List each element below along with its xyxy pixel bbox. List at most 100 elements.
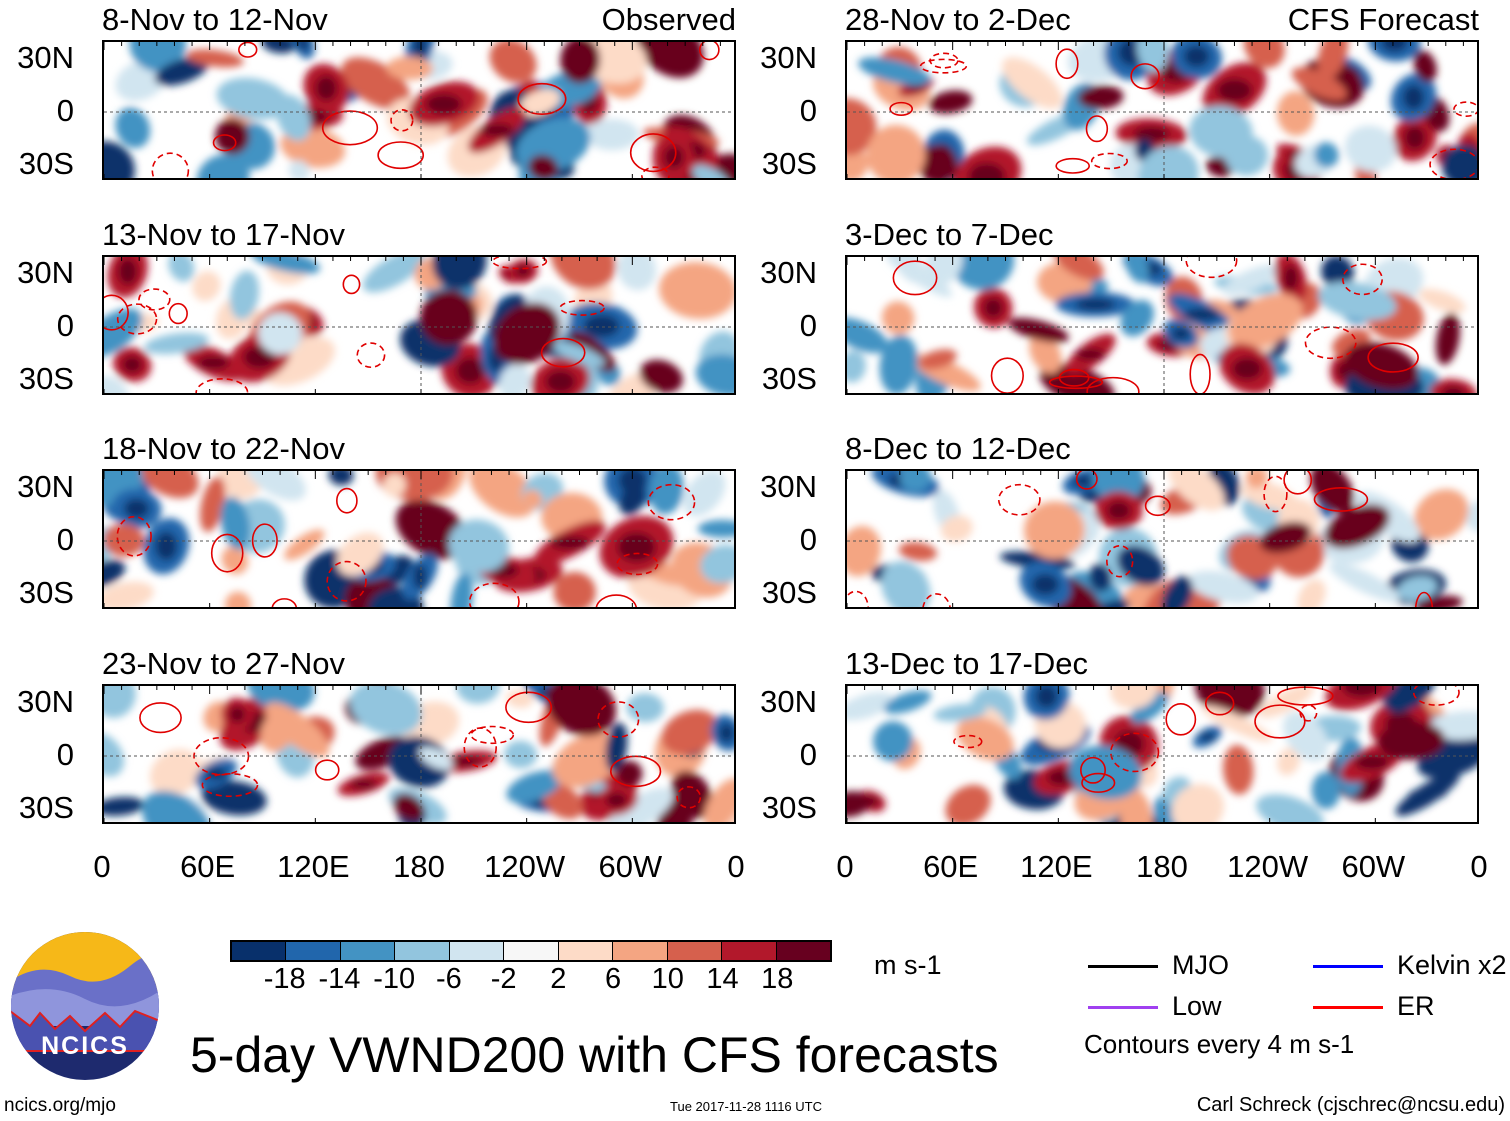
er-contour bbox=[1453, 101, 1477, 117]
map-panel bbox=[102, 684, 736, 824]
anomaly-core bbox=[719, 723, 734, 743]
anomaly-shading bbox=[362, 257, 426, 293]
anomaly-shading bbox=[506, 770, 562, 804]
anomaly-shading bbox=[1092, 471, 1145, 504]
legend-label: Low bbox=[1172, 991, 1222, 1021]
anomaly-core bbox=[1022, 325, 1055, 336]
anomaly-core bbox=[1395, 686, 1424, 700]
legend-label: MJO bbox=[1172, 950, 1229, 980]
anomaly-shading bbox=[288, 160, 310, 178]
er-contour bbox=[1090, 152, 1129, 170]
anomaly-core bbox=[1381, 42, 1408, 52]
anomaly-core bbox=[1394, 731, 1429, 751]
anomaly-shading bbox=[1168, 471, 1225, 511]
anomaly-shading bbox=[847, 692, 894, 721]
site-url[interactable]: ncics.org/mjo bbox=[4, 1095, 116, 1116]
anomaly-shading bbox=[506, 690, 533, 708]
lat-tick-label: 30N bbox=[17, 255, 74, 290]
er-contour bbox=[1085, 115, 1109, 143]
anomaly-shading bbox=[1245, 471, 1268, 489]
lat-tick-label: 30N bbox=[17, 40, 74, 75]
anomaly-shading bbox=[858, 57, 931, 86]
er-contour bbox=[505, 691, 553, 724]
map-panel bbox=[845, 684, 1479, 824]
er-contour bbox=[1185, 257, 1238, 279]
anomaly-core bbox=[1408, 788, 1447, 800]
anomaly-shading bbox=[469, 471, 537, 518]
anomaly-core bbox=[650, 368, 673, 385]
lat-tick-label: 30N bbox=[760, 684, 817, 719]
er-contour bbox=[321, 110, 379, 146]
colorbar-units: m s-1 bbox=[874, 950, 942, 980]
er-contour bbox=[1189, 353, 1211, 393]
anomaly-shading bbox=[933, 703, 988, 722]
anomaly-core bbox=[446, 257, 473, 276]
anomaly-core bbox=[479, 123, 515, 137]
anomaly-core bbox=[1133, 126, 1170, 142]
panel-title: 13-Nov to 17-Nov bbox=[102, 217, 345, 252]
panel-title: 13-Dec to 17-Dec bbox=[845, 646, 1088, 681]
anomaly-shading bbox=[418, 746, 454, 770]
colorbar-swatch bbox=[504, 942, 559, 960]
anomaly-shading bbox=[1053, 257, 1104, 281]
anomaly-shading bbox=[450, 572, 473, 607]
anomaly-shading bbox=[1418, 288, 1466, 313]
er-contour bbox=[1081, 772, 1116, 793]
lat-tick-label: 0 bbox=[799, 737, 817, 772]
anomaly-shading bbox=[550, 257, 616, 290]
er-contour bbox=[1313, 486, 1369, 512]
er-contour bbox=[1075, 471, 1098, 490]
panel-title: 3-Dec to 7-Dec bbox=[845, 217, 1054, 252]
anomaly-core bbox=[1047, 769, 1077, 786]
lon-tick-label: 0 bbox=[1470, 849, 1488, 884]
anomaly-shading bbox=[244, 471, 306, 501]
lon-tick-label: 120E bbox=[1020, 849, 1093, 884]
anomaly-core bbox=[617, 532, 656, 562]
er-contour bbox=[1110, 732, 1160, 773]
er-contour bbox=[1283, 471, 1313, 495]
anomaly-shading bbox=[1110, 686, 1158, 709]
anomaly-shading bbox=[661, 709, 719, 756]
anomaly-shading bbox=[1119, 789, 1153, 822]
anomaly-shading bbox=[1024, 501, 1085, 560]
er-contour bbox=[847, 590, 869, 607]
lon-tick-label: 0 bbox=[727, 849, 745, 884]
anomaly-shading bbox=[383, 473, 406, 498]
anomaly-shading bbox=[1002, 57, 1063, 109]
anomaly-shading bbox=[881, 561, 931, 607]
er-contour bbox=[1254, 704, 1306, 739]
anomaly-core bbox=[425, 93, 462, 115]
anomaly-shading bbox=[617, 257, 657, 291]
anomaly-shading bbox=[456, 686, 500, 704]
colorbar-swatch bbox=[340, 942, 396, 960]
lon-tick-label: 60W bbox=[598, 849, 663, 884]
colorbar-swatch bbox=[667, 942, 723, 960]
lat-tick-label: 30N bbox=[760, 255, 817, 290]
anomaly-shading bbox=[700, 544, 734, 584]
anomaly-core bbox=[611, 734, 622, 760]
er-contour bbox=[922, 593, 951, 607]
anomaly-shading bbox=[945, 784, 991, 822]
column-label: CFS Forecast bbox=[1287, 2, 1479, 37]
anomaly-shading bbox=[217, 471, 265, 500]
anomaly-core bbox=[508, 319, 545, 348]
anomaly-shading bbox=[1277, 747, 1300, 776]
anomaly-core bbox=[663, 145, 684, 169]
anomaly-shading bbox=[1317, 42, 1349, 80]
anomaly-shading bbox=[950, 257, 1015, 290]
anomaly-core bbox=[1339, 516, 1375, 536]
map-panel bbox=[845, 255, 1479, 395]
anomaly-shading bbox=[847, 98, 877, 156]
anomaly-core bbox=[229, 706, 246, 723]
er-contour bbox=[540, 337, 586, 368]
lat-tick-label: 30N bbox=[17, 684, 74, 719]
anomaly-shading bbox=[137, 471, 199, 499]
panel-title: 8-Nov to 12-Nov bbox=[102, 2, 328, 37]
anomaly-core bbox=[1329, 263, 1346, 281]
map-panel bbox=[102, 469, 736, 609]
anomaly-shading bbox=[448, 519, 510, 573]
anomaly-shading bbox=[276, 94, 311, 141]
anomaly-core bbox=[155, 531, 178, 561]
colorbar-tick-label: 14 bbox=[706, 963, 739, 995]
anomaly-shading bbox=[899, 471, 932, 492]
